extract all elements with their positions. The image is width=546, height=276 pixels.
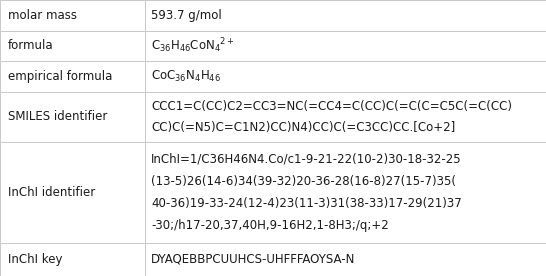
Text: InChI=1/C36H46N4.Co/c1-9-21-22(10-2)30-18-32-25: InChI=1/C36H46N4.Co/c1-9-21-22(10-2)30-1… xyxy=(151,153,462,166)
Text: empirical formula: empirical formula xyxy=(8,70,112,83)
Text: 593.7 g/mol: 593.7 g/mol xyxy=(151,9,222,22)
Text: 40-36)19-33-24(12-4)23(11-3)31(38-33)17-29(21)37: 40-36)19-33-24(12-4)23(11-3)31(38-33)17-… xyxy=(151,197,462,210)
Text: $\mathregular{CoC_{36}N_4H_{46}}$: $\mathregular{CoC_{36}N_4H_{46}}$ xyxy=(151,69,221,84)
Text: DYAQEBBPCUUHCS-UHFFFAOYSA-N: DYAQEBBPCUUHCS-UHFFFAOYSA-N xyxy=(151,253,355,266)
Text: SMILES identifier: SMILES identifier xyxy=(8,110,108,123)
Text: InChI identifier: InChI identifier xyxy=(8,186,96,199)
Text: -30;/h17-20,37,40H,9-16H2,1-8H3;/q;+2: -30;/h17-20,37,40H,9-16H2,1-8H3;/q;+2 xyxy=(151,219,389,232)
Text: (13-5)26(14-6)34(39-32)20-36-28(16-8)27(15-7)35(: (13-5)26(14-6)34(39-32)20-36-28(16-8)27(… xyxy=(151,175,456,188)
Text: CCC1=C(CC)C2=CC3=NC(=CC4=C(CC)C(=C(C=C5C(=C(CC): CCC1=C(CC)C2=CC3=NC(=CC4=C(CC)C(=C(C=C5C… xyxy=(151,100,512,113)
Text: formula: formula xyxy=(8,39,54,52)
Text: CC)C(=N5)C=C1N2)CC)N4)CC)C(=C3CC)CC.[Co+2]: CC)C(=N5)C=C1N2)CC)N4)CC)C(=C3CC)CC.[Co+… xyxy=(151,121,455,134)
Text: molar mass: molar mass xyxy=(8,9,77,22)
Text: $\mathregular{C_{36}H_{46}CoN_4{}^{2+}}$: $\mathregular{C_{36}H_{46}CoN_4{}^{2+}}$ xyxy=(151,36,235,55)
Text: InChI key: InChI key xyxy=(8,253,63,266)
